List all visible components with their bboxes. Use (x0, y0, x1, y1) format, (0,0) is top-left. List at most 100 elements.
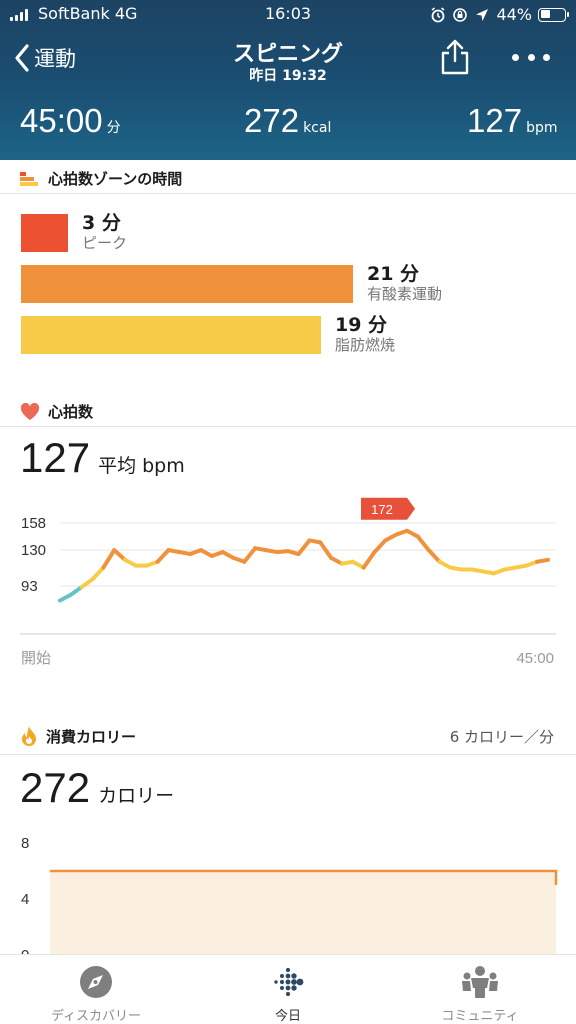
y-tick-label: 158 (21, 515, 46, 532)
heart-average-value: 127 (20, 434, 91, 481)
y-tick-label: 130 (21, 542, 46, 559)
zones-title: 心拍数ゾーンの時間 (48, 170, 183, 188)
y-tick-label: 8 (21, 835, 29, 852)
tab-community[interactable]: コミュニティ (384, 955, 576, 1024)
zone-bar (21, 265, 353, 303)
hr-line-segment (329, 555, 344, 566)
back-button[interactable]: 運動 (14, 40, 76, 76)
nav-bar: 運動 スピニング 昨日 19:32 (0, 34, 576, 86)
hr-line-segment (90, 565, 106, 582)
share-button[interactable] (438, 38, 472, 76)
duration-unit: 分 (106, 120, 121, 136)
calories-total-label: カロリー (98, 785, 175, 807)
status-bar: SoftBank 4G 16:03 44% (0, 0, 576, 30)
y-tick-label: 0 (21, 947, 29, 954)
zone-bar (21, 316, 321, 354)
heart-icon (20, 402, 40, 420)
zone-name: 有酸素運動 (367, 285, 443, 303)
summary-stats: 45:00 分 272 kcal 127 bpm (0, 96, 576, 152)
hr-line-segment (58, 592, 73, 603)
duration-value: 45:00 (20, 102, 103, 139)
tab-label: ディスカバリー (50, 1009, 142, 1024)
hr-line-segment (68, 584, 84, 597)
hr-line-segment (361, 550, 377, 570)
zones-header: 心拍数ゾーンの時間 (20, 168, 182, 189)
calories-total: 272 カロリー (20, 764, 174, 812)
share-icon (441, 39, 469, 75)
calories-unit: kcal (303, 120, 332, 136)
header: SoftBank 4G 16:03 44% 運動 スピニング 昨日 19:32 (0, 0, 576, 160)
heart-rate-value: 127 (467, 102, 523, 139)
page-subtitle: 昨日 19:32 (249, 68, 327, 84)
status-time: 16:03 (264, 4, 312, 23)
hr-line-segment (220, 550, 236, 560)
community-icon (462, 966, 498, 998)
alarm-icon (431, 6, 445, 22)
hr-line-segment (242, 546, 258, 564)
compass-icon (80, 966, 112, 998)
hr-line-segment (426, 548, 442, 564)
divider (0, 754, 576, 755)
heart-average-label: 平均 bpm (98, 455, 185, 477)
heart-rate-unit: bpm (526, 120, 558, 136)
carrier-label: SoftBank 4G (38, 4, 138, 23)
rotation-lock-icon (453, 7, 468, 22)
more-button[interactable] (512, 48, 550, 66)
divider (0, 193, 576, 194)
battery-icon (538, 7, 569, 22)
hr-line-segment (123, 557, 138, 568)
tab-bar: ディスカバリー 今日 コミュニティ (0, 954, 576, 1024)
hr-line-segment (101, 548, 117, 570)
zone-text: 3 分 ピーク (82, 212, 127, 252)
tab-discovery[interactable]: ディスカバリー (0, 955, 192, 1024)
y-tick-label: 93 (21, 578, 38, 595)
x-start-label: 開始 (21, 650, 51, 667)
location-icon (476, 8, 489, 21)
hr-line-segment (437, 559, 453, 570)
page-title: スピニング (232, 42, 343, 67)
back-label: 運動 (34, 47, 76, 71)
flame-icon (22, 726, 36, 746)
battery-percent: 44% (496, 5, 532, 24)
signal-icon (10, 9, 32, 21)
divider (0, 426, 576, 427)
calories-chart[interactable]: 8 4 0 (0, 828, 576, 954)
zone-minutes: 3 分 (82, 212, 121, 234)
zone-name: 脂肪燃焼 (335, 336, 396, 354)
hr-line-segment (296, 538, 312, 557)
hr-line-segment (415, 534, 431, 553)
tab-today[interactable]: 今日 (192, 955, 384, 1024)
peak-marker-shape (361, 497, 416, 520)
peak-marker-label: 172 (371, 502, 393, 517)
heart-title: 心拍数 (48, 403, 94, 421)
calories-header: 消費カロリー (20, 725, 136, 747)
heart-rate-stat: 127 bpm (467, 102, 557, 140)
calories-title: 消費カロリー (46, 727, 137, 746)
tab-label: 今日 (274, 1009, 301, 1024)
hr-line-segment (155, 548, 171, 564)
hr-line-segment (350, 559, 366, 570)
calorie-line (50, 869, 558, 885)
hr-line-segment (318, 540, 334, 560)
zone-bar (21, 214, 68, 252)
peak-marker: 172 (361, 497, 416, 520)
chevron-left-icon (15, 44, 29, 72)
heart-average: 127 平均 bpm (20, 434, 185, 482)
hr-line-segment (535, 557, 550, 564)
calorie-rate: 6 カロリー／分 (449, 728, 554, 746)
zone-text: 19 分 脂肪燃焼 (335, 314, 395, 354)
x-end-label: 45:00 (516, 650, 554, 667)
hr-line-segment (198, 548, 214, 558)
fitbit-dots-icon (274, 967, 304, 997)
zone-minutes: 21 分 (367, 263, 420, 285)
heart-header: 心拍数 (20, 401, 93, 422)
zone-text: 21 分 有酸素運動 (367, 263, 442, 303)
heart-rate-chart[interactable]: 158 130 93 開始 45:00 172 (0, 495, 576, 675)
more-icon (512, 53, 519, 61)
calories-stat: 272 kcal (244, 102, 331, 140)
hr-line-segment (112, 548, 128, 562)
zone-minutes: 19 分 (335, 314, 388, 336)
hr-line-segment (383, 532, 399, 543)
calorie-area (50, 871, 556, 954)
zones-icon (20, 171, 38, 186)
